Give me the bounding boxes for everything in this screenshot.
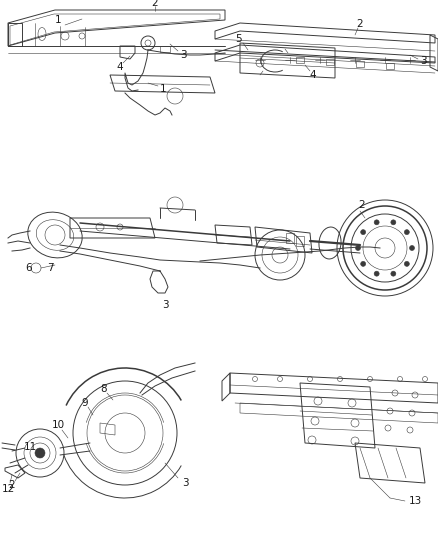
Text: 10: 10: [51, 420, 64, 430]
Circle shape: [35, 448, 45, 458]
Text: 7: 7: [47, 263, 53, 273]
Circle shape: [360, 261, 366, 266]
Text: 3: 3: [162, 300, 168, 310]
Text: 13: 13: [408, 496, 422, 506]
Circle shape: [356, 246, 360, 251]
Text: 9: 9: [82, 398, 88, 408]
Circle shape: [374, 220, 379, 225]
Text: 1: 1: [160, 84, 166, 94]
Circle shape: [391, 220, 396, 225]
Text: 5: 5: [235, 34, 241, 44]
Text: 4: 4: [310, 70, 316, 80]
Text: 2: 2: [152, 0, 158, 8]
Text: 3: 3: [180, 50, 186, 60]
Text: 6: 6: [26, 263, 32, 273]
Text: 12: 12: [1, 484, 14, 494]
Text: 2: 2: [359, 200, 365, 210]
Text: 3: 3: [420, 56, 426, 66]
Text: 4: 4: [117, 62, 124, 72]
Circle shape: [404, 261, 410, 266]
Circle shape: [374, 271, 379, 276]
Text: 11: 11: [23, 442, 37, 452]
Text: 2: 2: [9, 480, 15, 490]
Text: 2: 2: [357, 19, 363, 29]
Text: 8: 8: [101, 384, 107, 394]
Circle shape: [404, 230, 410, 235]
Circle shape: [360, 230, 366, 235]
Circle shape: [391, 271, 396, 276]
Text: 1: 1: [55, 15, 61, 25]
Text: 3: 3: [182, 478, 188, 488]
Circle shape: [410, 246, 414, 251]
